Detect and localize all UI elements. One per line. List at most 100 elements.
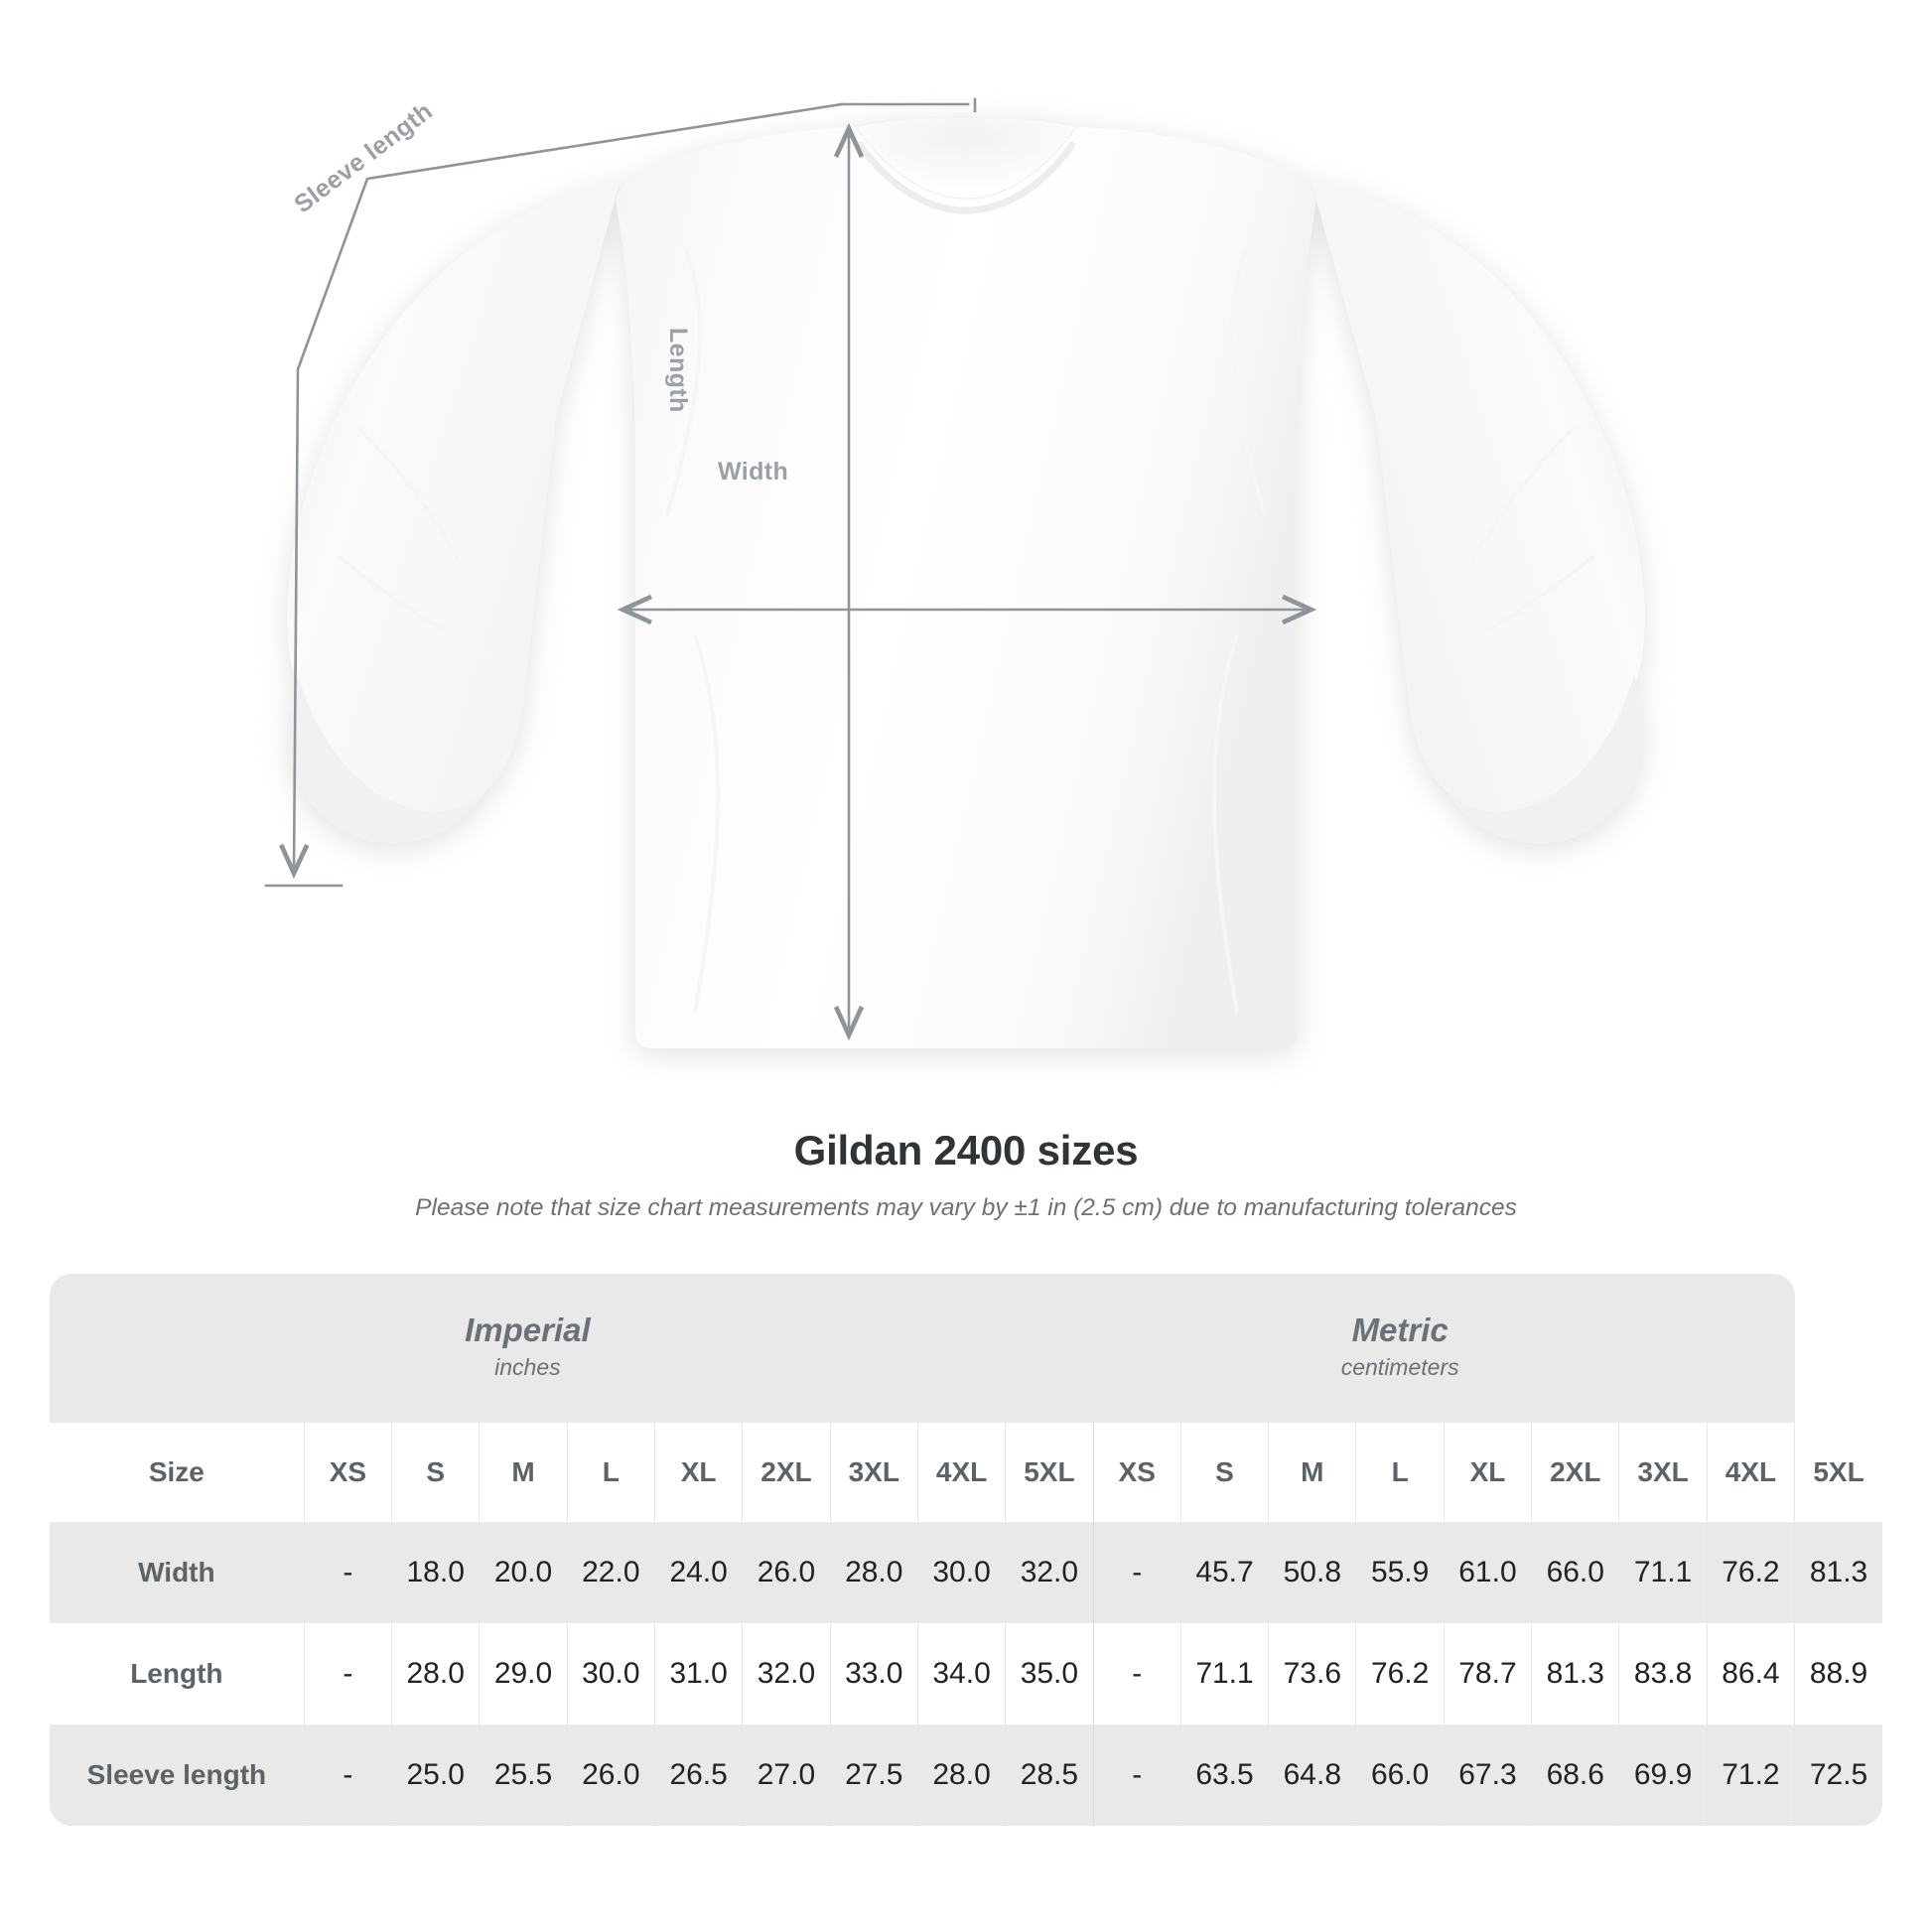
header-size-metric-2xl: 2XL <box>1531 1423 1619 1522</box>
cell-sleeve-imperial-xs: - <box>303 1725 392 1826</box>
cell-width-imperial-2xl: 26.0 <box>742 1522 831 1623</box>
header-size-metric-xs: XS <box>1092 1423 1181 1522</box>
header-size-imperial-m: M <box>479 1423 568 1522</box>
width-label: Width <box>718 458 789 485</box>
cell-width-imperial-xs: - <box>303 1522 392 1623</box>
cell-width-metric-xl: 61.0 <box>1443 1522 1532 1623</box>
cell-length-imperial-l: 30.0 <box>566 1623 655 1725</box>
cell-width-imperial-l: 22.0 <box>566 1522 655 1623</box>
sleeve-length-line <box>294 102 844 871</box>
table-row-width: Width - 18.0 20.0 22.0 24.0 26.0 28.0 30… <box>50 1522 1882 1623</box>
cell-length-imperial-4xl: 34.0 <box>916 1623 1006 1725</box>
cell-width-metric-4xl: 76.2 <box>1706 1522 1795 1623</box>
cell-length-metric-3xl: 83.8 <box>1618 1623 1708 1725</box>
row-label-sleeve-length: Sleeve length <box>50 1725 305 1826</box>
header-size-imperial-l: L <box>566 1423 655 1522</box>
header-size-metric-3xl: 3XL <box>1618 1423 1708 1522</box>
cell-sleeve-metric-xl: 67.3 <box>1443 1725 1532 1826</box>
cell-sleeve-metric-4xl: 71.2 <box>1706 1725 1795 1826</box>
cell-width-metric-xs: - <box>1092 1522 1181 1623</box>
unit-banner-row: Imperial inches Metric centimeters <box>50 1274 1882 1423</box>
length-label: Length <box>664 328 692 413</box>
cell-length-metric-5xl: 88.9 <box>1794 1623 1882 1725</box>
header-size-imperial-xs: XS <box>303 1423 392 1522</box>
measurement-annotations <box>264 97 1309 1033</box>
title-block: Gildan 2400 sizes Please note that size … <box>0 1127 1932 1222</box>
cell-width-imperial-3xl: 28.0 <box>829 1522 918 1623</box>
cell-sleeve-imperial-2xl: 27.0 <box>742 1725 831 1826</box>
header-size-metric-5xl: 5XL <box>1794 1423 1882 1522</box>
cell-length-metric-xl: 78.7 <box>1443 1623 1532 1725</box>
header-size-metric-s: S <box>1179 1423 1269 1522</box>
unit-sub-metric: centimeters <box>1340 1353 1459 1380</box>
unit-name-imperial: Imperial <box>465 1311 591 1348</box>
header-size-label: Size <box>50 1423 305 1522</box>
cell-sleeve-imperial-xl: 26.5 <box>653 1725 743 1826</box>
header-size-imperial-4xl: 4XL <box>916 1423 1006 1522</box>
header-size-imperial-2xl: 2XL <box>742 1423 831 1522</box>
cell-length-imperial-5xl: 35.0 <box>1005 1623 1094 1725</box>
cell-sleeve-metric-3xl: 69.9 <box>1618 1725 1708 1826</box>
unit-name-metric: Metric <box>1351 1311 1449 1348</box>
header-size-metric-m: M <box>1268 1423 1356 1522</box>
size-table-container: Imperial inches Metric centimeters Size … <box>50 1274 1882 1826</box>
header-size-metric-xl: XL <box>1443 1423 1532 1522</box>
cell-length-imperial-s: 28.0 <box>391 1623 480 1725</box>
cell-sleeve-imperial-4xl: 28.0 <box>916 1725 1006 1826</box>
cell-width-metric-3xl: 71.1 <box>1618 1522 1708 1623</box>
cell-length-metric-xs: - <box>1092 1623 1181 1725</box>
header-size-imperial-5xl: 5XL <box>1005 1423 1094 1522</box>
cell-sleeve-imperial-3xl: 27.5 <box>829 1725 918 1826</box>
cell-width-metric-s: 45.7 <box>1179 1522 1269 1623</box>
fabric-folds <box>336 247 1596 1014</box>
row-label-length: Length <box>50 1623 305 1725</box>
cell-width-metric-2xl: 66.0 <box>1531 1522 1619 1623</box>
header-size-metric-l: L <box>1355 1423 1445 1522</box>
cell-length-metric-s: 71.1 <box>1179 1623 1269 1725</box>
header-size-imperial-s: S <box>391 1423 480 1522</box>
cell-length-imperial-m: 29.0 <box>479 1623 568 1725</box>
cell-width-imperial-m: 20.0 <box>479 1522 568 1623</box>
cell-width-metric-m: 50.8 <box>1268 1522 1356 1623</box>
cell-sleeve-imperial-s: 25.0 <box>391 1725 480 1826</box>
cell-length-imperial-2xl: 32.0 <box>742 1623 831 1725</box>
shirt-shape <box>287 116 1645 1048</box>
cell-sleeve-metric-m: 64.8 <box>1268 1725 1356 1826</box>
header-size-imperial-xl: XL <box>653 1423 743 1522</box>
garment-illustration: Sleeve length Length Width <box>264 97 1645 1048</box>
cell-width-imperial-xl: 24.0 <box>653 1522 743 1623</box>
cell-sleeve-metric-xs: - <box>1092 1725 1181 1826</box>
cell-sleeve-metric-l: 66.0 <box>1355 1725 1445 1826</box>
unit-sub-imperial: inches <box>494 1353 561 1380</box>
cell-sleeve-metric-5xl: 72.5 <box>1794 1725 1882 1826</box>
cell-length-metric-4xl: 86.4 <box>1706 1623 1795 1725</box>
size-header-row: Size XS S M L XL 2XL 3XL 4XL 5XL XS S M … <box>50 1423 1882 1522</box>
cell-width-imperial-5xl: 32.0 <box>1005 1522 1094 1623</box>
cell-sleeve-imperial-5xl: 28.5 <box>1005 1725 1094 1826</box>
cell-length-imperial-xs: - <box>303 1623 392 1725</box>
cell-width-imperial-s: 18.0 <box>391 1522 480 1623</box>
long-sleeve-shirt-drawing <box>264 97 1645 1048</box>
cell-length-metric-m: 73.6 <box>1268 1623 1356 1725</box>
page-title: Gildan 2400 sizes <box>793 1127 1139 1173</box>
row-label-width: Width <box>50 1522 305 1623</box>
cell-length-imperial-3xl: 33.0 <box>829 1623 918 1725</box>
table-row-sleeve-length: Sleeve length - 25.0 25.5 26.0 26.5 27.0… <box>50 1725 1882 1826</box>
cell-sleeve-imperial-m: 25.5 <box>479 1725 568 1826</box>
header-size-imperial-3xl: 3XL <box>829 1423 918 1522</box>
cell-sleeve-metric-2xl: 68.6 <box>1531 1725 1619 1826</box>
cell-length-metric-l: 76.2 <box>1355 1623 1445 1725</box>
table-row-length: Length - 28.0 29.0 30.0 31.0 32.0 33.0 3… <box>50 1623 1882 1725</box>
cell-length-imperial-xl: 31.0 <box>653 1623 743 1725</box>
size-chart-table: Imperial inches Metric centimeters Size … <box>50 1274 1882 1826</box>
cell-length-metric-2xl: 81.3 <box>1531 1623 1619 1725</box>
cell-sleeve-metric-s: 63.5 <box>1179 1725 1269 1826</box>
header-size-metric-4xl: 4XL <box>1706 1423 1795 1522</box>
page-subtitle: Please note that size chart measurements… <box>415 1194 1517 1221</box>
cell-width-metric-5xl: 81.3 <box>1794 1522 1882 1623</box>
unit-banner-imperial: Imperial inches <box>50 1274 1006 1423</box>
cell-width-imperial-4xl: 30.0 <box>916 1522 1006 1623</box>
unit-banner-metric: Metric centimeters <box>1005 1274 1795 1423</box>
cell-sleeve-imperial-l: 26.0 <box>566 1725 655 1826</box>
